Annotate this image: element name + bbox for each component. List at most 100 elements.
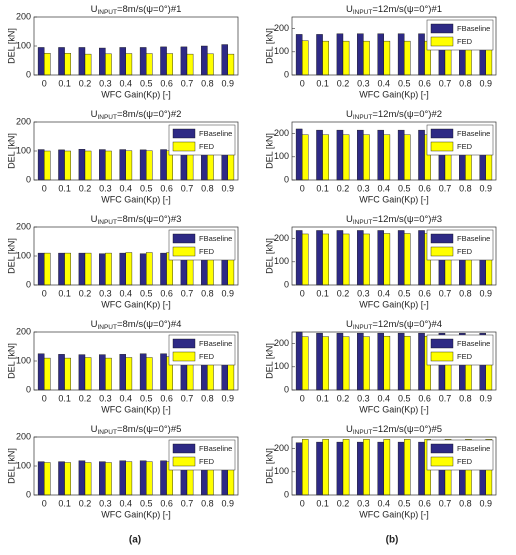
title-text: =12m/s(ψ=0°)#5 [372, 424, 442, 435]
x-tick-label: 0.3 [99, 498, 112, 508]
bar [44, 462, 51, 496]
bar [37, 461, 45, 496]
bar [125, 53, 133, 76]
x-tick-label: 0.7 [181, 183, 194, 193]
title-subscript: INPUT [353, 429, 373, 436]
y-tick-label: 100 [274, 256, 289, 266]
x-tick-label: 0.8 [459, 393, 472, 403]
legend-label: FBaseline [199, 129, 232, 138]
title-text: U [91, 109, 98, 120]
title-text: U [346, 214, 353, 225]
bar [342, 134, 350, 181]
bar [201, 45, 208, 76]
x-tick-label: 0.2 [79, 288, 92, 298]
y-tick-label: 0 [284, 279, 289, 289]
bar [342, 40, 350, 76]
x-tick-label: 0.5 [398, 393, 411, 403]
x-tick-label: 0.9 [480, 78, 493, 88]
bar [342, 439, 350, 496]
x-tick-label: 0.1 [58, 498, 71, 508]
x-tick-label: 0.4 [378, 498, 391, 508]
x-tick-label: 0.9 [222, 393, 235, 403]
bar [44, 252, 51, 286]
bar [139, 460, 147, 496]
y-axis-label: DEL [kN] [6, 28, 16, 64]
bar [377, 441, 384, 496]
legend-swatch [172, 141, 196, 152]
title-text: U [346, 424, 353, 435]
title-text: =12m/s(ψ=0°)#1 [372, 4, 442, 15]
x-tick-label: 0.4 [378, 183, 391, 193]
bar [404, 40, 411, 76]
x-tick-label: 0 [300, 288, 305, 298]
bar [160, 353, 167, 391]
legend-swatch [172, 233, 196, 244]
bar [383, 134, 391, 181]
y-axis-label: DEL [kN] [6, 343, 16, 379]
y-tick-label: 100 [16, 355, 31, 365]
x-tick-label: 0 [42, 183, 47, 193]
x-tick-label: 0.6 [160, 183, 173, 193]
bar [78, 149, 86, 181]
x-tick-label: 0.9 [480, 498, 493, 508]
bar [84, 53, 92, 76]
y-tick-label: 0 [26, 69, 31, 79]
x-tick-label: 0.8 [459, 288, 472, 298]
title-text: U [346, 319, 353, 330]
x-tick-label: 0.3 [99, 78, 112, 88]
y-tick-label: 200 [16, 431, 31, 441]
x-tick-label: 0.2 [79, 498, 92, 508]
bar [316, 441, 323, 496]
x-tick-label: 0.1 [316, 78, 329, 88]
title-text: =8m/s(ψ=0°)#1 [117, 4, 181, 15]
bar [418, 230, 425, 286]
bar [125, 357, 133, 391]
bar [397, 230, 405, 286]
x-axis-label: WFC Gain(Kp) [-] [359, 194, 429, 204]
bar [295, 128, 303, 181]
bar [119, 354, 127, 391]
y-tick-label: 0 [26, 279, 31, 289]
bar [125, 252, 133, 286]
bar [58, 354, 65, 391]
legend-swatch [172, 443, 196, 454]
chart-title: UINPUT=8m/s(ψ=0°)#2 [91, 109, 182, 121]
bar [397, 33, 405, 76]
x-tick-label: 0.7 [181, 393, 194, 403]
bar [418, 441, 425, 496]
bar [119, 252, 127, 286]
bar [322, 336, 329, 391]
x-tick-label: 0.6 [418, 78, 431, 88]
axes-box [33, 436, 239, 496]
bar [125, 150, 133, 181]
bar [316, 129, 323, 181]
x-tick-label: 0 [300, 78, 305, 88]
axes-box [33, 16, 239, 76]
legend-swatch [430, 351, 454, 362]
legend-swatch [430, 128, 454, 139]
x-tick-label: 0.2 [337, 183, 350, 193]
bar [363, 134, 370, 181]
x-tick-label: 0.2 [79, 183, 92, 193]
bar [383, 40, 391, 76]
y-axis-label: DEL [kN] [264, 133, 274, 169]
x-tick-label: 0.7 [439, 183, 452, 193]
bar [44, 357, 51, 391]
x-tick-label: 0.8 [201, 183, 214, 193]
bar [302, 439, 309, 496]
x-tick-label: 0.5 [140, 498, 153, 508]
axes-box [291, 436, 497, 496]
bar [99, 354, 106, 391]
x-tick-label: 0.3 [99, 288, 112, 298]
x-tick-label: 0.2 [337, 498, 350, 508]
x-tick-label: 0.2 [337, 288, 350, 298]
x-tick-label: 0.4 [120, 288, 133, 298]
title-subscript: INPUT [97, 9, 117, 16]
legend-label: FBaseline [457, 339, 490, 348]
x-axis-label: WFC Gain(Kp) [-] [359, 299, 429, 309]
x-tick-label: 0 [42, 288, 47, 298]
bar [404, 335, 411, 391]
bar [302, 134, 309, 181]
legend-label: FBaseline [457, 234, 490, 243]
